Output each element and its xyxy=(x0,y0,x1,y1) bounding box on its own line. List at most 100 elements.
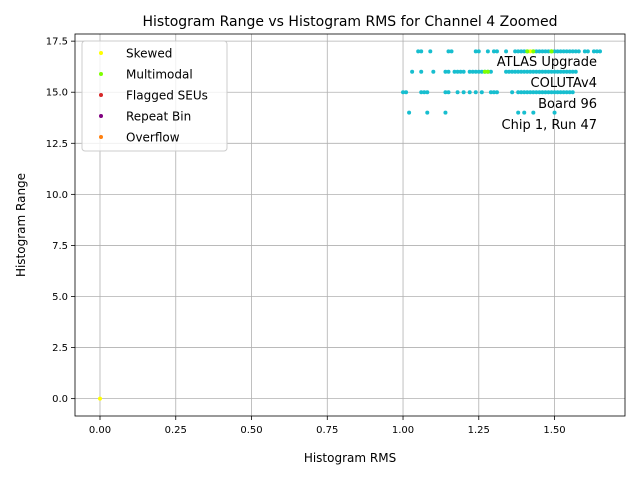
data-point xyxy=(516,110,521,115)
legend-label: Overflow xyxy=(126,131,180,145)
data-point xyxy=(591,49,596,54)
data-point xyxy=(552,110,557,115)
data-point xyxy=(522,90,527,95)
data-point xyxy=(491,90,496,95)
data-point xyxy=(473,90,478,95)
data-point xyxy=(561,90,566,95)
grid xyxy=(75,34,625,416)
legend-box xyxy=(81,40,228,152)
data-point xyxy=(473,69,478,74)
data-point xyxy=(458,69,463,74)
data-point xyxy=(488,90,493,95)
data-point xyxy=(522,69,527,74)
legend-label: Repeat Bin xyxy=(126,110,191,124)
data-point xyxy=(543,49,548,54)
data-point xyxy=(479,90,484,95)
x-tick-label: 1.50 xyxy=(543,425,565,436)
data-point xyxy=(476,49,481,54)
data-point xyxy=(455,69,460,74)
data-point xyxy=(567,49,572,54)
y-axis: 0.0 2.5 5.0 7.5 10.0 12.5 15.0 17.5 xyxy=(46,37,75,405)
data-point xyxy=(528,90,533,95)
x-tick-label: 0.00 xyxy=(89,425,111,436)
data-point xyxy=(564,90,569,95)
annotation-line: Chip 1, Run 47 xyxy=(502,118,597,133)
data-point xyxy=(425,90,430,95)
data-point xyxy=(404,90,409,95)
data-point xyxy=(485,69,490,74)
data-point xyxy=(422,90,427,95)
data-point xyxy=(549,90,554,95)
data-point xyxy=(446,90,451,95)
data-point xyxy=(531,49,536,54)
data-point xyxy=(461,90,466,95)
chart-title: Histogram Range vs Histogram RMS for Cha… xyxy=(143,14,558,30)
plot-frame xyxy=(74,33,626,417)
data-point xyxy=(455,90,460,95)
y-tick-label: 2.5 xyxy=(52,343,68,354)
annotation: ATLAS Upgrade COLUTAv4 Board 96 Chip 1, Run… xyxy=(497,55,597,133)
y-tick-label: 0.0 xyxy=(52,394,68,405)
annotation-line: Board 96 xyxy=(538,97,597,112)
data-point xyxy=(558,69,563,74)
data-point xyxy=(552,49,557,54)
data-point xyxy=(522,110,527,115)
data-point xyxy=(522,49,527,54)
data-point xyxy=(482,69,487,74)
data-point xyxy=(555,49,560,54)
legend-marker xyxy=(99,114,103,118)
legend-marker xyxy=(99,51,103,55)
data-point xyxy=(494,90,499,95)
data-point xyxy=(467,90,472,95)
data-point xyxy=(573,49,578,54)
data-point xyxy=(546,49,551,54)
legend-label: Multimodal xyxy=(126,68,193,82)
legend-marker xyxy=(99,72,103,76)
data-point xyxy=(534,69,539,74)
x-tick-label: 1.00 xyxy=(392,425,414,436)
data-point xyxy=(525,90,530,95)
data-point xyxy=(558,49,563,54)
data-point xyxy=(546,90,551,95)
data-point xyxy=(452,69,457,74)
annotation-line: ATLAS Upgrade xyxy=(497,55,597,70)
legend-label: Skewed xyxy=(126,47,172,61)
x-tick-label: 0.25 xyxy=(165,425,187,436)
data-point xyxy=(419,90,424,95)
data-point xyxy=(567,69,572,74)
data-point xyxy=(582,49,587,54)
data-point xyxy=(549,69,554,74)
y-tick-label: 7.5 xyxy=(52,241,68,252)
data-point xyxy=(516,69,521,74)
data-point xyxy=(537,90,542,95)
legend: Skewed Multimodal Flagged SEUs Repeat Bin Ov… xyxy=(81,40,228,152)
data-point xyxy=(519,49,524,54)
data-point xyxy=(510,90,515,95)
legend-label: Flagged SEUs xyxy=(126,89,208,103)
data-point xyxy=(431,69,436,74)
data-point xyxy=(528,49,533,54)
data-point xyxy=(446,49,451,54)
data-point xyxy=(443,110,448,115)
y-tick-label: 17.5 xyxy=(46,37,68,48)
data-point xyxy=(419,49,424,54)
legend-marker xyxy=(99,93,103,97)
data-point xyxy=(443,69,448,74)
data-point xyxy=(491,49,496,54)
data-point xyxy=(513,49,518,54)
data-point xyxy=(461,69,466,74)
data-point xyxy=(516,90,521,95)
data-point xyxy=(476,69,481,74)
data-point xyxy=(473,49,478,54)
data-point xyxy=(470,69,475,74)
data-point xyxy=(449,49,454,54)
x-axis-label: Histogram RMS xyxy=(304,451,396,465)
data-point xyxy=(537,49,542,54)
data-point xyxy=(534,49,539,54)
data-point xyxy=(516,49,521,54)
data-point xyxy=(479,69,484,74)
data-point xyxy=(540,90,545,95)
data-point xyxy=(98,396,102,401)
data-point xyxy=(416,49,421,54)
